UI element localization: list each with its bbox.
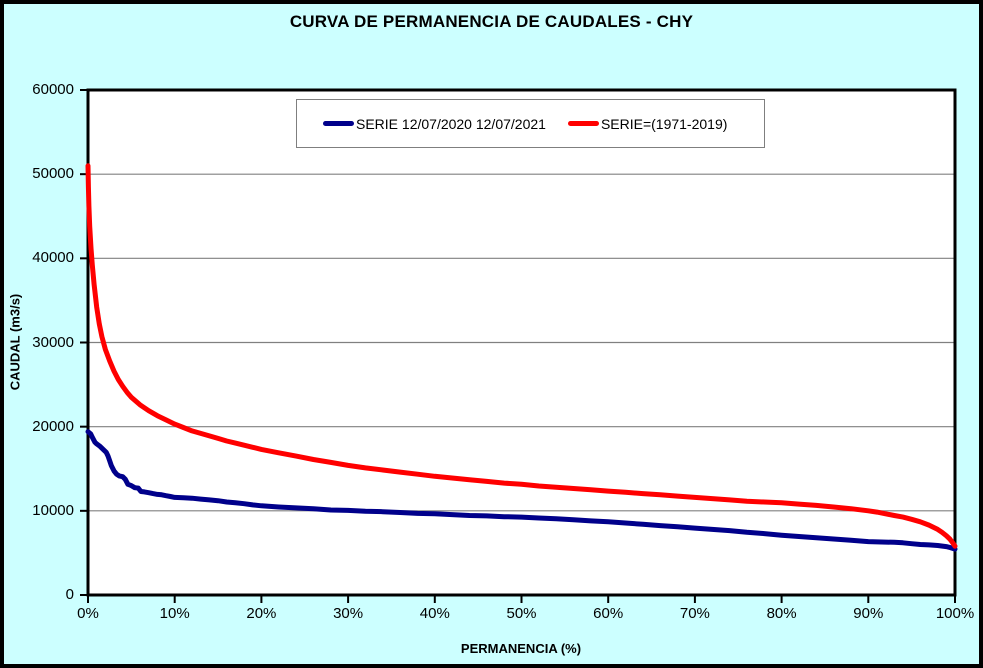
legend-line-swatch-blue	[323, 121, 354, 126]
y-tick-label-40000: 40000	[32, 249, 74, 267]
legend-label-serie-2020-2021: SERIE 12/07/2020 12/07/2021	[356, 115, 546, 132]
x-tick-label-40%: 40%	[419, 605, 450, 622]
legend-item-serie-1971-2019: SERIE=(1971-2019)	[567, 115, 728, 132]
series-line-0	[85, 429, 958, 552]
chart-title: CURVA DE PERMANENCIA DE CAUDALES - CHY	[289, 12, 694, 31]
legend-line-swatch-red	[567, 121, 599, 126]
y-tick-label-0: 0	[65, 586, 74, 603]
x-tick-label-0%: 0%	[77, 605, 99, 622]
x-tick-label-90%: 90%	[853, 605, 884, 622]
series-line-1	[85, 163, 958, 549]
y-tick-label-10000: 10000	[32, 501, 74, 519]
y-tick-label-50000: 50000	[32, 165, 74, 183]
legend-item-serie-2020-2021: SERIE 12/07/2020 12/07/2021	[323, 116, 546, 132]
y-tick-label-30000: 30000	[32, 333, 74, 351]
x-tick-label-60%: 60%	[593, 605, 624, 622]
legend-label-serie-1971-2019: SERIE=(1971-2019)	[600, 115, 728, 132]
x-tick-label-50%: 50%	[506, 605, 537, 622]
x-tick-label-100%: 100%	[935, 605, 975, 622]
y-tick-label-60000: 60000	[32, 81, 74, 98]
x-tick-label-80%: 80%	[766, 605, 797, 622]
x-tick-label-20%: 20%	[246, 605, 277, 622]
y-tick-label-20000: 20000	[32, 417, 74, 435]
x-tick-label-10%: 10%	[159, 605, 190, 622]
x-tick-label-70%: 70%	[679, 605, 710, 622]
x-tick-label-30%: 30%	[333, 605, 364, 622]
x-axis-title: PERMANENCIA (%)	[460, 641, 582, 656]
legend: SERIE 12/07/2020 12/07/2021 SERIE=(1971-…	[296, 99, 765, 148]
